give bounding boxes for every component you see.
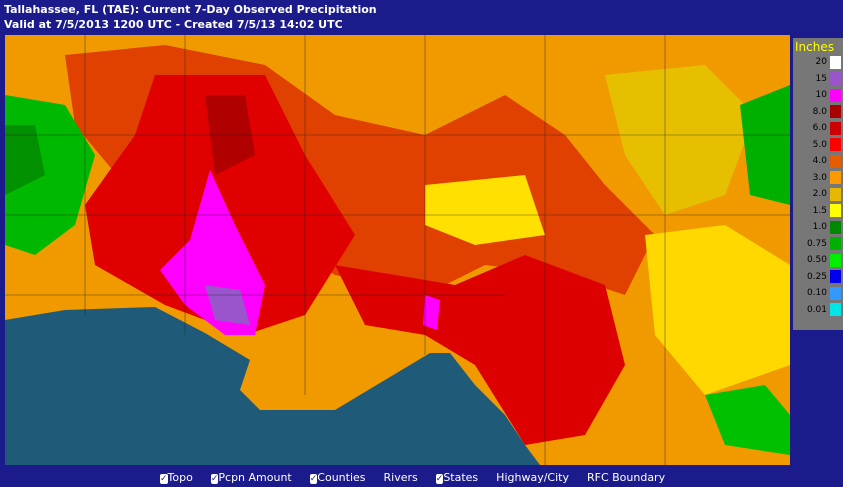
legend-swatch bbox=[830, 138, 841, 152]
legend-row: 3.0 bbox=[793, 170, 843, 187]
legend-label: 10 bbox=[815, 90, 827, 101]
legend-row: 4.0 bbox=[793, 153, 843, 170]
legend-swatch bbox=[830, 220, 841, 234]
layer-label: Highway/City bbox=[496, 471, 569, 484]
legend-label: 2.0 bbox=[812, 189, 827, 200]
layer-toggle[interactable]: Rivers bbox=[384, 471, 418, 484]
legend-swatch bbox=[830, 154, 841, 168]
layer-label: Topo bbox=[167, 471, 193, 484]
layer-toggles: ✓Topo ✓Pcpn Amount ✓Counties Rivers ✓States H… bbox=[160, 471, 665, 484]
layer-label: Counties bbox=[317, 471, 366, 484]
legend-swatch bbox=[830, 88, 841, 102]
layer-toggle[interactable]: RFC Boundary bbox=[587, 471, 665, 484]
title: Tallahassee, FL (TAE): Current 7-Day Obs… bbox=[4, 3, 377, 16]
legend-label: 1.5 bbox=[812, 205, 827, 216]
legend-swatch bbox=[830, 286, 841, 300]
legend-swatch bbox=[830, 237, 841, 251]
layer-label: Pcpn Amount bbox=[218, 471, 292, 484]
legend-swatch bbox=[830, 121, 841, 135]
legend-swatch bbox=[830, 171, 841, 185]
legend-row: 0.01 bbox=[793, 302, 843, 319]
layer-toggle[interactable]: ✓States bbox=[435, 471, 479, 484]
legend-swatch bbox=[830, 72, 841, 86]
layer-label: Rivers bbox=[383, 471, 418, 484]
legend-label: 20 bbox=[815, 57, 827, 68]
legend-label: 15 bbox=[815, 73, 827, 84]
legend-swatch bbox=[830, 270, 841, 284]
legend-label: 0.50 bbox=[806, 255, 827, 266]
legend-row: 2.0 bbox=[793, 186, 843, 203]
legend-swatch bbox=[830, 253, 841, 267]
checkbox[interactable]: ✓ bbox=[210, 474, 219, 484]
layer-label: RFC Boundary bbox=[586, 471, 666, 484]
legend-row: 5.0 bbox=[793, 137, 843, 154]
legend-label: 0.75 bbox=[806, 238, 827, 249]
legend-row: 15 bbox=[793, 71, 843, 88]
checkbox[interactable]: ✓ bbox=[309, 474, 318, 484]
checkbox[interactable]: ✓ bbox=[160, 474, 168, 484]
legend-label: 0.25 bbox=[806, 271, 827, 282]
layer-toggle[interactable]: ✓Topo bbox=[160, 471, 193, 484]
precip-map bbox=[5, 35, 790, 465]
subtitle: Valid at 7/5/2013 1200 UTC - Created 7/5… bbox=[4, 18, 343, 31]
legend-label: 8.0 bbox=[812, 106, 827, 117]
legend-row: 0.10 bbox=[793, 285, 843, 302]
legend-label: 6.0 bbox=[812, 123, 827, 134]
legend-label: 1.0 bbox=[812, 222, 827, 233]
legend-swatch bbox=[830, 187, 841, 201]
legend: Inches 20 15 10 8.0 6.0 5.0 4.0 3.0 2.0 1.5 1.0 0.75… bbox=[793, 38, 843, 330]
legend-swatch bbox=[830, 204, 841, 218]
legend-row: 0.25 bbox=[793, 269, 843, 286]
layer-toggle[interactable]: Highway/City bbox=[496, 471, 569, 484]
legend-swatch bbox=[830, 303, 841, 317]
legend-row: 6.0 bbox=[793, 120, 843, 137]
legend-title: Inches bbox=[795, 40, 834, 54]
legend-row: 0.50 bbox=[793, 252, 843, 269]
legend-label: 4.0 bbox=[812, 156, 827, 167]
legend-row: 0.75 bbox=[793, 236, 843, 253]
legend-row: 20 bbox=[793, 54, 843, 71]
legend-swatch bbox=[830, 105, 841, 119]
layer-toggle[interactable]: ✓Counties bbox=[309, 471, 366, 484]
legend-row: 8.0 bbox=[793, 104, 843, 121]
layer-label: States bbox=[443, 471, 479, 484]
layer-toggle[interactable]: ✓Pcpn Amount bbox=[210, 471, 292, 484]
legend-row: 1.5 bbox=[793, 203, 843, 220]
legend-swatch bbox=[830, 55, 841, 69]
legend-label: 0.10 bbox=[806, 288, 827, 299]
legend-label: 5.0 bbox=[812, 139, 827, 150]
legend-row: 1.0 bbox=[793, 219, 843, 236]
legend-row: 10 bbox=[793, 87, 843, 104]
checkbox[interactable]: ✓ bbox=[435, 474, 444, 484]
legend-label: 0.01 bbox=[806, 304, 827, 315]
legend-label: 3.0 bbox=[812, 172, 827, 183]
